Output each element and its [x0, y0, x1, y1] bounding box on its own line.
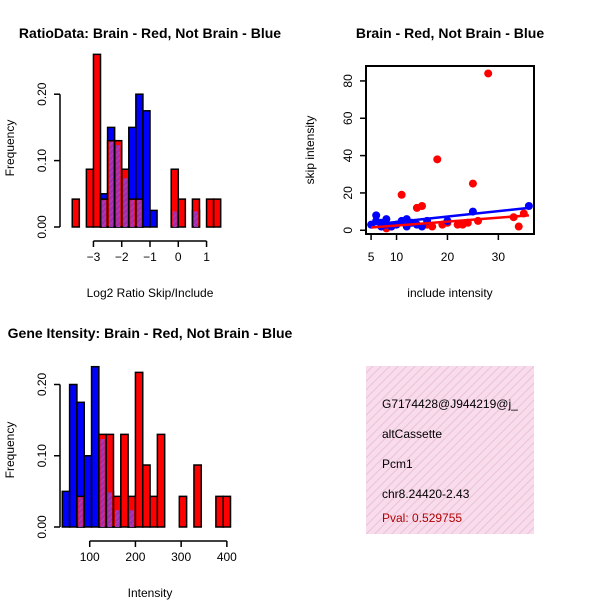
intensity-bar-red-17	[222, 495, 232, 528]
intensity-bar-red-12	[149, 495, 159, 528]
event-info-panel: G7174428@J944219@j_ altCassette Pcm1 chr…	[366, 366, 534, 534]
scatter-title: Brain - Red, Not Brain - Blue	[356, 25, 544, 41]
ratio-bar-overlap-11	[172, 211, 177, 227]
ratio-bar-overlap-5	[116, 145, 121, 227]
ratio-bar-overlap-13	[193, 211, 198, 227]
scatter-point-brain-3	[397, 190, 406, 199]
intensity-histogram-panel: Gene Itensity: Brain - Red, Not Brain - …	[3, 325, 293, 600]
intensity-x-tick-label-0: 100	[80, 550, 100, 564]
intensity-scatter-panel: Brain - Red, Not Brain - Blue 5 10 20 30 0 20…	[303, 25, 544, 300]
scatter-point-not-brain-3	[382, 215, 391, 224]
ratio-histogram-panel: RatioData: Brain - Red, Not Brain - Blue…	[3, 25, 281, 300]
scatter-y-tick-label-1: 20	[341, 186, 355, 200]
scatter-point-brain-0	[484, 69, 493, 78]
ratio-bar-red-2	[92, 53, 102, 228]
ratio-bar-red-15	[212, 198, 222, 228]
ratio-bar-red-12	[177, 198, 187, 228]
ratio-histogram-xlabel: Log2 Ratio Skip/Include	[87, 286, 214, 300]
scatter-x-tick-label-2: 20	[441, 250, 455, 264]
intensity-bar-overlap-7	[114, 510, 120, 527]
intensity-bar-red-13	[156, 433, 166, 528]
intensity-bar-overlap-6	[107, 492, 112, 527]
intensity-histogram-ylabel: Frequency	[3, 422, 17, 479]
scatter-y-tick-label-0: 0	[341, 227, 355, 234]
scatter-x-tick-label-1: 10	[390, 250, 404, 264]
scatter-y-tick-label-4: 80	[341, 74, 355, 88]
intensity-x-tick-label-2: 300	[171, 550, 191, 564]
intensity-bar-red-15	[193, 464, 203, 528]
scatter-axes: 5 10 20 30 0 20 40 60 80	[341, 65, 535, 264]
intensity-bar-blue-4	[90, 365, 100, 528]
gene-name-text: Pcm1	[382, 457, 413, 471]
ratio-x-tick-label-4: 1	[203, 250, 210, 264]
ratio-histogram-bars	[71, 53, 222, 228]
scatter-point-brain-2	[468, 179, 477, 188]
ratio-x-tick-label-0: −3	[87, 250, 101, 264]
intensity-bar-blue-3	[83, 455, 93, 528]
ratio-x-tick-label-1: −2	[115, 250, 129, 264]
scatter-ylabel: skip intensity	[303, 116, 317, 185]
intensity-bar-overlap-2	[78, 497, 83, 527]
ratio-bar-red-14	[205, 198, 215, 228]
scatter-point-brain-8	[514, 222, 523, 231]
scatter-x-tick-label-3: 30	[492, 250, 506, 264]
intensity-histogram-axes: 100 200 300 400 0.00 0.10 0.20	[35, 372, 237, 564]
intensity-bar-overlap-9	[129, 510, 134, 527]
scatter-point-brain-1	[433, 155, 442, 164]
ratio-x-tick-label-3: 0	[175, 250, 182, 264]
event-type-text: altCassette	[382, 427, 442, 441]
scatter-fit-line-not-brain	[370, 206, 530, 226]
intensity-bar-red-8	[120, 433, 129, 528]
ratio-y-tick-label-2: 0.20	[35, 82, 49, 106]
intensity-bar-blue-0	[61, 490, 71, 528]
ratio-bar-red-0	[71, 198, 81, 228]
ratio-bar-overlap-7	[130, 200, 135, 227]
ratio-bar-blue-10	[149, 209, 158, 228]
intensity-histogram-title: Gene Itensity: Brain - Red, Not Brain - …	[8, 325, 293, 341]
event-id-text: G7174428@J944219@j_	[382, 397, 518, 411]
intensity-bar-red-14	[178, 495, 188, 528]
intensity-bar-red-10	[134, 371, 144, 528]
ratio-y-tick-label-1: 0.10	[35, 149, 49, 173]
ratio-bar-overlap-8	[137, 200, 142, 227]
scatter-fit-lines	[370, 206, 530, 229]
scatter-y-tick-label-3: 60	[341, 111, 355, 125]
intensity-y-tick-label-2: 0.20	[35, 372, 49, 396]
scatter-points	[367, 69, 533, 233]
intensity-bar-red-11	[141, 464, 151, 528]
ratio-x-tick-label-2: −1	[143, 250, 157, 264]
intensity-bar-red-16	[215, 495, 224, 528]
scatter-point-not-brain-1	[372, 211, 381, 220]
ratio-bar-overlap-6	[123, 178, 128, 227]
ratio-y-tick-label-0: 0.00	[35, 215, 49, 239]
intensity-bar-blue-1	[68, 383, 78, 528]
location-text: chr8.24420-2.43	[382, 487, 470, 501]
scatter-fit-line-brain	[370, 214, 530, 229]
ratio-histogram-axes: −3 −2 −1 0 1 0.00 0.10 0.20	[35, 82, 210, 264]
ratio-histogram-title: RatioData: Brain - Red, Not Brain - Blue	[19, 25, 281, 41]
info-panel-background	[366, 366, 534, 534]
ratio-bar-blue-9	[142, 110, 151, 228]
intensity-x-tick-label-3: 400	[217, 550, 237, 564]
intensity-x-tick-label-1: 200	[125, 550, 145, 564]
scatter-y-tick-label-2: 40	[341, 149, 355, 163]
intensity-y-tick-label-0: 0.00	[35, 515, 49, 539]
intensity-histogram-xlabel: Intensity	[128, 586, 173, 600]
scatter-x-tick-label-0: 5	[368, 250, 375, 264]
ratio-bar-overlap-4	[109, 141, 114, 227]
scatter-point-brain-5	[412, 203, 421, 212]
intensity-bar-overlap-5	[100, 438, 105, 527]
scatter-plot-frame	[365, 65, 535, 235]
ratio-histogram-ylabel: Frequency	[3, 120, 17, 177]
intensity-y-tick-label-1: 0.10	[35, 444, 49, 468]
intensity-histogram-bars	[61, 365, 232, 528]
scatter-xlabel: include intensity	[407, 286, 492, 300]
ratio-bar-red-1	[85, 168, 95, 228]
ratio-bar-overlap-3	[102, 200, 107, 227]
pval-text: Pval: 0.529755	[382, 511, 462, 525]
